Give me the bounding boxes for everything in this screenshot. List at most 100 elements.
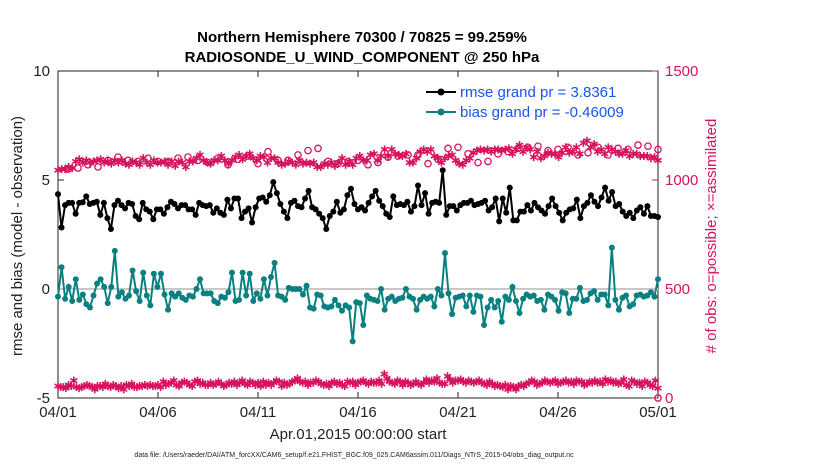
- x-tick-label: 04/26: [539, 404, 577, 421]
- bias-point: [299, 291, 306, 298]
- plot-frame: [57, 70, 659, 399]
- rmse-point: [556, 209, 563, 216]
- y-tick-label: 5: [42, 172, 50, 189]
- bias-point: [360, 321, 367, 328]
- bias-point: [495, 297, 502, 304]
- obs-assimilated-marker: [125, 160, 133, 169]
- bias-point: [221, 294, 228, 301]
- bias-point: [197, 276, 204, 283]
- rmse-point: [111, 202, 118, 209]
- obs-assimilated-marker: [238, 155, 247, 164]
- rmse-point: [503, 209, 510, 216]
- rmse-point: [640, 210, 647, 217]
- legend-marker-rmse: [437, 88, 445, 96]
- bias-point: [154, 283, 161, 290]
- obs-assimilated-marker: [505, 144, 513, 153]
- bias-point: [537, 296, 544, 303]
- bias-point: [630, 301, 637, 308]
- rmse-point: [411, 203, 418, 210]
- bias-point: [655, 276, 661, 283]
- rmse-point: [189, 206, 196, 213]
- rmse-point: [513, 217, 520, 224]
- bias-point: [282, 296, 289, 303]
- bias-point: [150, 270, 157, 277]
- obs-assimilated-marker: [348, 160, 357, 169]
- rmse-point: [422, 190, 429, 197]
- obs-assimilated-marker: [650, 153, 659, 162]
- bias-point: [505, 296, 512, 303]
- obs-possible-marker: [654, 394, 662, 402]
- bias-point: [214, 300, 221, 307]
- rmse-point: [527, 207, 534, 214]
- obs-assimilated-marker: [451, 156, 460, 165]
- obs-assimilated-marker: [590, 140, 598, 149]
- rmse-point: [263, 198, 270, 205]
- rmse-point: [404, 198, 411, 205]
- bias-point: [65, 283, 72, 290]
- y-right-tick-label: 0: [665, 390, 673, 407]
- bias-point: [381, 306, 388, 313]
- rmse-point: [467, 197, 474, 204]
- obs-assimilated-marker: [654, 156, 662, 165]
- bias-point: [402, 286, 409, 292]
- y-axis-right-label: # of obs: o=possible; ×=assimilated: [703, 119, 720, 354]
- bias-point: [143, 292, 150, 299]
- bias-point: [58, 264, 65, 271]
- bias-point: [583, 296, 590, 303]
- obs-possible-marker: [264, 147, 272, 156]
- rmse-point: [379, 203, 386, 210]
- rmse-point: [506, 184, 513, 191]
- rmse-point: [316, 210, 323, 217]
- bias-point: [147, 302, 154, 309]
- obs-assimilated-marker: [341, 160, 350, 169]
- bias-point: [94, 280, 101, 287]
- bias-point: [193, 286, 200, 292]
- rmse-point: [489, 204, 496, 211]
- bias-point: [239, 269, 246, 276]
- obs-assimilated-marker: [377, 379, 386, 388]
- legend-box: [422, 80, 654, 122]
- bias-point: [470, 308, 477, 315]
- rmse-point: [372, 187, 379, 194]
- obs-assimilated-marker: [75, 155, 84, 164]
- bias-point: [161, 291, 168, 298]
- bias-point: [612, 296, 619, 303]
- rmse-point: [270, 179, 277, 186]
- obs-assimilated-marker: [572, 143, 581, 152]
- rmse-point: [235, 195, 241, 202]
- y-tick-label: -5: [37, 390, 50, 407]
- bias-point: [339, 307, 346, 314]
- obs-assimilated-marker: [220, 156, 229, 165]
- bias-point: [463, 303, 470, 310]
- bias-point: [349, 338, 356, 345]
- bias-point: [541, 306, 548, 313]
- rmse-point: [390, 193, 397, 200]
- bias-point: [97, 276, 104, 283]
- rmse-point: [55, 191, 61, 198]
- y-tick-label: 0: [42, 281, 50, 298]
- rmse-point: [266, 192, 273, 199]
- rmse-point: [182, 202, 189, 209]
- bias-point: [335, 302, 342, 309]
- x-tick-label: 04/16: [339, 404, 377, 421]
- bias-point: [126, 292, 133, 299]
- bias-point: [129, 267, 136, 274]
- obs-assimilated-marker: [561, 143, 570, 152]
- x-tick-label: 04/06: [139, 404, 177, 421]
- bias-point: [346, 304, 353, 311]
- rmse-point: [425, 210, 432, 217]
- bias-point: [76, 296, 83, 303]
- obs-possible-marker: [484, 157, 492, 166]
- obs-assimilated-marker: [654, 384, 662, 393]
- obs-assimilated-marker: [586, 143, 595, 152]
- rmse-point: [330, 208, 337, 215]
- bias-point: [374, 297, 381, 304]
- bias-point: [566, 309, 573, 316]
- obs-assimilated-marker: [440, 379, 449, 388]
- bias-point: [509, 283, 516, 290]
- rmse-point: [164, 204, 171, 211]
- bias-point: [438, 292, 445, 299]
- rmse-point: [598, 194, 605, 201]
- bias-point: [576, 284, 583, 291]
- rmse-point: [115, 197, 121, 204]
